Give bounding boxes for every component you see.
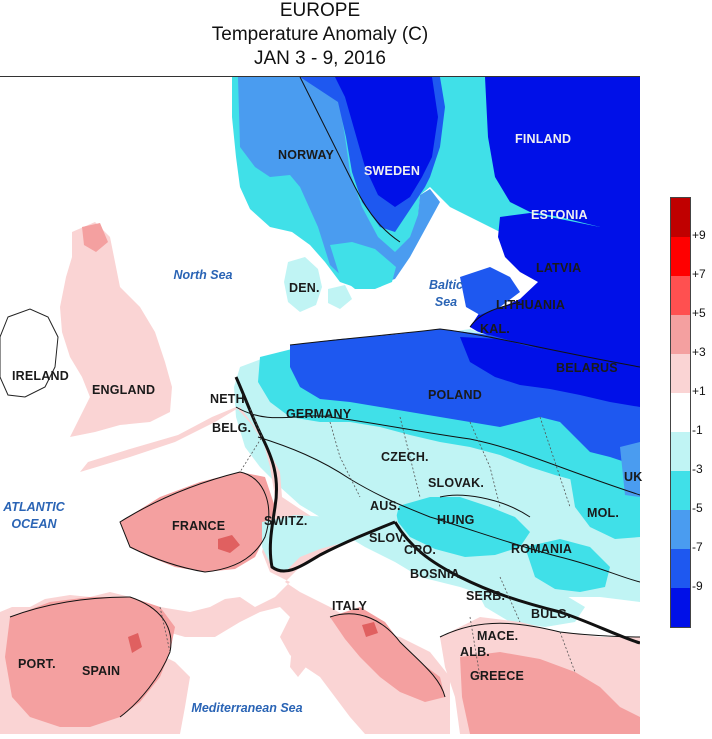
alps-cold-1-band [262, 495, 400, 572]
legend-tick-label: +3 [692, 345, 706, 359]
greece-warm-3-region [460, 652, 640, 734]
north-sea-label: North Sea [173, 268, 233, 282]
mediterranean-sea-label: Mediterranean Sea [191, 701, 303, 715]
legend-tick-label: +9 [692, 228, 706, 242]
legend-tick-label: -3 [692, 462, 703, 476]
legend-tick-label: -1 [692, 423, 703, 437]
country-label-france: FRANCE [172, 519, 226, 533]
country-label-england: ENGLAND [92, 383, 156, 397]
legend-swatch [671, 315, 690, 354]
legend-tick-label: -9 [692, 579, 703, 593]
ireland-warm-1-region [0, 308, 59, 398]
country-label-finland: FINLAND [515, 132, 572, 146]
country-label-hungary: HUNG [437, 513, 475, 527]
country-label-germany: GERMANY [286, 407, 352, 421]
baltic-sea-label: Baltic Sea [428, 278, 464, 309]
country-label-austria: AUS. [370, 499, 401, 513]
italy-warm-5-spot [362, 622, 378, 637]
spain-warm-5-spot [128, 633, 142, 653]
contour-lines [9, 76, 641, 718]
country-label-italy: ITALY [332, 599, 368, 613]
map-date-range: JAN 3 - 9, 2016 [253, 48, 387, 69]
legend-swatch [671, 471, 690, 510]
sardinia-warm-1-island [290, 643, 306, 677]
color-scale-legend [670, 197, 691, 628]
sicily-warm-1-island [385, 711, 420, 734]
zero-contour-thick [234, 376, 641, 645]
denmark-cold-1-region [284, 257, 322, 312]
zealand-cold-1-region [328, 285, 352, 309]
france-warm-5-spot [218, 535, 240, 553]
romania-cold-3-region [525, 539, 610, 592]
map-canvas [0, 76, 641, 734]
country-label-ireland: IRELAND [12, 369, 69, 383]
country-label-bosnia: BOSNIA [410, 567, 460, 581]
map-title: EUROPE [279, 0, 361, 21]
country-label-lithuania: LITHUANIA [496, 298, 566, 312]
sweden-cold-9-core [335, 77, 438, 207]
country-label-albania: ALB. [460, 645, 490, 659]
norway-cold-5-region [238, 77, 440, 287]
country-label-macedonia: MACE. [477, 629, 519, 643]
iberia-warm-3-region [5, 597, 175, 727]
country-label-greece: GREECE [470, 669, 524, 683]
legend-swatch [671, 432, 690, 471]
italy-warm-3-region [330, 607, 445, 702]
country-label-poland: POLAND [428, 388, 482, 402]
corsica-warm-1-island [300, 622, 310, 639]
country-label-norway: NORWAY [278, 148, 335, 162]
belarus-east-cold-9-tongue [460, 337, 640, 407]
atlantic-ocean-label: ATLANTIC OCEAN [3, 500, 65, 531]
country-label-netherlands: NETH. [210, 392, 249, 406]
baltic-coast-cold-7-region [460, 267, 520, 315]
europe-anomaly-map: North Sea Baltic Sea ATLANTIC OCEAN Medi… [0, 76, 643, 734]
country-label-belgium: BELG. [212, 421, 252, 435]
legend-tick-label: +1 [692, 384, 706, 398]
country-label-switzerland: SWITZ. [264, 514, 308, 528]
country-label-portugal: PORT. [18, 657, 56, 671]
moldova-cold-3-region [570, 475, 640, 539]
legend-tick-label: -7 [692, 540, 703, 554]
country-label-belarus: BELARUS [556, 361, 618, 375]
country-label-spain: SPAIN [82, 664, 121, 678]
country-label-latvia: LATVIA [536, 261, 582, 275]
legend-tick-label: +7 [692, 267, 706, 281]
legend-tick-label: +5 [692, 306, 706, 320]
country-label-serbia: SERB. [466, 589, 506, 603]
country-label-sweden: SWEDEN [364, 164, 421, 178]
legend-swatch [671, 198, 690, 237]
country-label-croatia: CRO. [404, 543, 437, 557]
country-label-ukraine: UK [624, 470, 643, 484]
legend-swatch [671, 588, 690, 627]
britain-warm-1-region [60, 222, 172, 437]
legend-swatch [671, 549, 690, 588]
legend-tick-label: -5 [692, 501, 703, 515]
map-subtitle: Temperature Anomaly (C) [211, 24, 429, 45]
legend-swatch [671, 510, 690, 549]
country-borders [159, 408, 576, 678]
scotland-warm-3-spot [82, 223, 108, 252]
ukraine-east-cold-5-spot [620, 442, 640, 497]
country-label-slovakia: SLOVAK. [428, 476, 485, 490]
country-label-moldova: MOL. [587, 506, 620, 520]
country-label-romania: ROMANIA [511, 542, 573, 556]
estonia-latvia-cold-7-region [478, 213, 640, 367]
country-label-slovenia: SLOV. [369, 531, 407, 545]
country-label-bulgaria: BULG. [531, 607, 571, 621]
south-sweden-cold-1-region [330, 242, 396, 289]
legend-swatch [671, 276, 690, 315]
legend-swatch [671, 237, 690, 276]
country-label-denmark: DEN. [289, 281, 320, 295]
country-label-kaliningrad: KAL. [480, 322, 510, 336]
country-label-estonia: ESTONIA [531, 208, 588, 222]
legend-swatch [671, 393, 690, 432]
country-label-czech: CZECH. [381, 450, 429, 464]
legend-swatch [671, 354, 690, 393]
